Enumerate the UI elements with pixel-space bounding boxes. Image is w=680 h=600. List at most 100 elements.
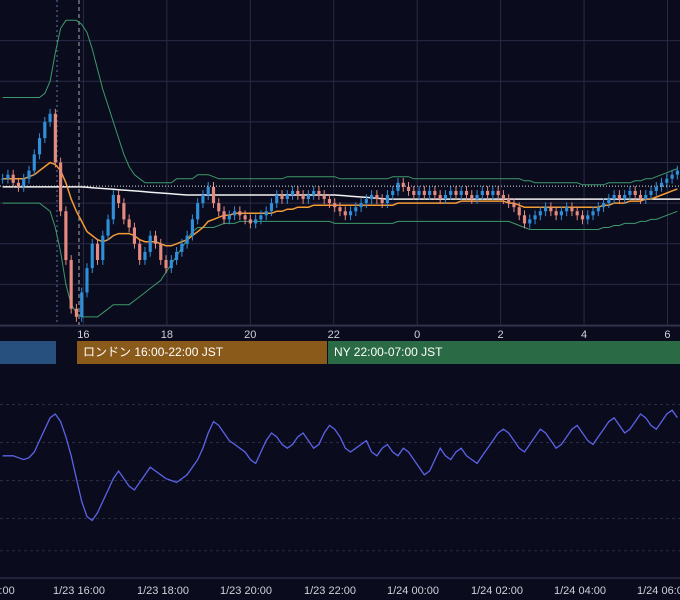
candle-body	[391, 190, 395, 195]
candle-body	[37, 138, 42, 155]
candle-body	[185, 235, 189, 244]
candle-body	[496, 190, 500, 195]
osc-x-tick: 1/23 16:00	[53, 585, 105, 597]
candle-body	[285, 195, 289, 200]
session-ny: NY 22:00-07:00 JST	[328, 341, 680, 364]
candle-body	[401, 182, 405, 187]
candle-body	[417, 190, 421, 195]
candle-body	[201, 195, 205, 204]
price-x-tick: 22	[328, 329, 340, 341]
candle-body	[649, 190, 653, 195]
candle-body	[132, 227, 136, 244]
bollinger-upper-line	[2, 19, 678, 186]
candle-body	[617, 195, 621, 200]
candle-body	[95, 243, 100, 260]
session-london: ロンドン 16:00-22:00 JST	[77, 341, 327, 364]
candle-body	[217, 203, 221, 212]
candle-body	[90, 243, 94, 269]
candle-body	[43, 121, 47, 139]
candle-body	[322, 195, 326, 200]
candle-body	[175, 251, 179, 260]
price-x-tick: 16	[77, 329, 89, 341]
candle-body	[117, 195, 121, 204]
osc-x-tick: 1/24 06:00	[637, 585, 680, 597]
osc-x-tick: 1/23 22:00	[304, 585, 356, 597]
candle-body	[501, 195, 505, 200]
price-x-tick: 20	[244, 329, 256, 341]
candle-body	[180, 243, 184, 252]
candle-body	[565, 207, 569, 212]
price-chart[interactable]: 16 18 20 22 0 2 4 6	[0, 0, 680, 341]
candle-body	[638, 195, 643, 200]
oscillator-grid	[0, 404, 680, 552]
candle-body	[370, 195, 374, 200]
osc-x-tick: 1/23 18:00	[137, 585, 189, 597]
candle-body	[16, 182, 21, 187]
candle-body	[364, 199, 368, 204]
candle-body	[338, 207, 342, 212]
candle-body	[480, 190, 484, 195]
candle-body	[122, 203, 126, 220]
candle-body	[111, 195, 115, 220]
candle-body	[232, 211, 237, 216]
candle-body	[570, 207, 574, 212]
candle-body	[380, 199, 384, 204]
osc-x-tick: 4:00	[0, 585, 15, 597]
price-x-tick: 0	[414, 329, 420, 341]
oscillator-x-tick-labels: 4:00 1/23 16:00 1/23 18:00 1/23 20:00 1/23 2…	[0, 585, 680, 597]
osc-x-tick: 1/23 20:00	[220, 585, 272, 597]
candle-body	[601, 203, 606, 208]
candle-body	[101, 235, 105, 260]
candle-body	[522, 215, 527, 224]
candle-body	[333, 203, 337, 208]
candle-body	[301, 195, 305, 200]
price-x-tick: 6	[664, 329, 670, 341]
candle-body	[675, 170, 679, 175]
candle-body	[665, 178, 669, 183]
candle-body	[438, 195, 442, 200]
candle-body	[59, 162, 63, 212]
ma-long-line	[2, 186, 680, 200]
candle-body	[248, 219, 252, 224]
candle-body	[354, 207, 358, 212]
candle-body	[64, 211, 68, 260]
session-bar: ロンドン 16:00-22:00 JST NY 22:00-07:00 JST	[0, 341, 680, 365]
candle-body	[396, 182, 400, 191]
candle-body	[6, 174, 10, 179]
candle-body	[644, 195, 648, 200]
candle-body	[470, 195, 474, 200]
candle-body	[586, 215, 590, 220]
candle-body	[612, 195, 616, 200]
candle-body	[296, 190, 300, 195]
bollinger-lower-line	[2, 202, 678, 318]
candle-body	[80, 292, 84, 317]
candle-body	[654, 186, 658, 191]
candle-body	[159, 243, 163, 260]
candle-body	[464, 190, 469, 195]
candle-body	[22, 178, 26, 187]
candle-body	[623, 195, 627, 200]
candle-body	[607, 199, 611, 204]
price-x-tick-labels: 16 18 20 22 0 2 4 6	[77, 329, 670, 341]
candle-body	[69, 260, 73, 309]
candle-body	[53, 113, 57, 163]
candle-body	[459, 190, 463, 195]
candle-body	[74, 308, 79, 317]
candle-body	[348, 211, 353, 216]
candle-body	[196, 203, 200, 220]
osc-x-tick: 1/24 02:00	[471, 585, 523, 597]
candle-body	[190, 219, 194, 236]
candle-body	[317, 190, 321, 195]
candle-body	[11, 174, 15, 183]
candle-body	[275, 195, 279, 204]
candle-body	[238, 211, 242, 216]
candle-body	[138, 243, 142, 260]
oscillator-chart[interactable]: 4:00 1/23 16:00 1/23 18:00 1/23 20:00 1/23 2…	[0, 366, 680, 600]
candle-body	[422, 190, 426, 195]
candle-body	[591, 211, 595, 216]
candle-body	[375, 195, 379, 200]
candle-body	[528, 219, 532, 224]
candle-body	[449, 190, 453, 195]
candle-body	[628, 190, 632, 195]
price-x-tick: 18	[161, 329, 173, 341]
